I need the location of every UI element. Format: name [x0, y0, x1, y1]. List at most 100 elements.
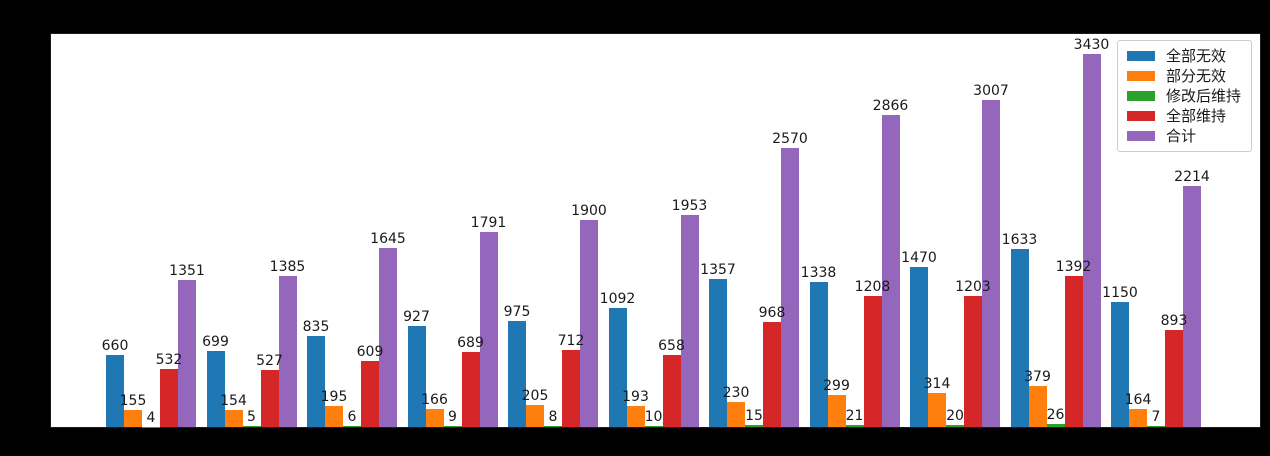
bar	[863, 295, 882, 427]
bar-group: 1150 164 7 893 2214	[1102, 34, 1210, 427]
bar-value-label: 230	[722, 385, 750, 401]
bar-value-label: 21	[845, 407, 864, 424]
bar-value-label: 1357	[700, 262, 736, 279]
bar	[379, 248, 397, 427]
bar	[307, 336, 325, 427]
bar	[1111, 301, 1129, 427]
bar-value-label: 1900	[571, 203, 607, 220]
bar	[461, 352, 480, 427]
bar-value-label: 5	[247, 409, 256, 426]
bar	[580, 220, 598, 427]
bar-group: 835 195 6 609 1645	[303, 34, 406, 427]
bar	[827, 394, 846, 427]
bar	[709, 279, 727, 427]
bar-value-label: 527	[256, 352, 283, 369]
bar-value-label: 379	[1024, 368, 1051, 385]
bar-value-label: 195	[320, 388, 348, 405]
legend-item: 全部维持	[1126, 106, 1241, 125]
bar-value-label: 927	[403, 309, 430, 326]
bar-value-label: 893	[1160, 312, 1188, 329]
bar-value-label: 689	[457, 335, 484, 352]
bar	[425, 408, 444, 427]
bar-value-label: 1953	[671, 197, 708, 214]
bar-value-label: 1150	[1102, 284, 1138, 301]
legend-label: 修改后维持	[1165, 86, 1241, 105]
legend-label: 合计	[1165, 126, 1196, 145]
bar	[124, 410, 142, 427]
bar-group: 1470 314 20 1203 3007	[901, 34, 1009, 427]
bar	[745, 425, 763, 427]
legend-swatch-icon	[1126, 131, 1155, 141]
legend: 全部无效部分无效 修改后维持 全部维持 合计	[1116, 40, 1252, 152]
bar-value-label: 1338	[800, 264, 837, 281]
bar-group: 1092 193 10 658 1953	[600, 34, 707, 427]
bar-value-label: 1791	[470, 215, 507, 232]
bar-value-label: 1351	[169, 263, 205, 280]
bar	[608, 308, 627, 427]
bar	[343, 426, 361, 427]
bar	[508, 320, 526, 427]
bar	[946, 424, 964, 427]
bar-value-label: 154	[220, 393, 247, 410]
bar	[443, 426, 462, 427]
bar-value-label: 164	[1124, 392, 1152, 409]
bar-value-label: 26	[1046, 407, 1065, 424]
bar-group: 699 154 5 527 1385	[202, 34, 305, 427]
bar	[680, 214, 699, 427]
bar	[224, 410, 243, 427]
bar-value-label: 1392	[1055, 258, 1092, 275]
bar	[1165, 329, 1183, 427]
legend-item: 全部无效	[1126, 48, 1241, 63]
legend-swatch-icon	[1126, 111, 1155, 121]
bar-value-label: 314	[923, 375, 951, 392]
bar	[544, 426, 562, 427]
bar	[1082, 54, 1101, 427]
bar-value-label: 3430	[1073, 37, 1110, 54]
bar-value-label: 835	[302, 319, 330, 336]
bar	[242, 426, 261, 427]
bar-value-label: 7	[1151, 409, 1161, 426]
bar	[982, 100, 1000, 427]
bar-value-label: 1203	[955, 279, 991, 296]
bar-value-label: 1208	[854, 278, 891, 295]
bar	[881, 115, 900, 427]
bar	[106, 355, 124, 427]
bar-value-label: 1645	[370, 231, 406, 248]
bar	[1046, 424, 1065, 427]
bar-value-label: 609	[356, 343, 384, 360]
bar	[928, 392, 946, 427]
bar	[325, 405, 343, 427]
bar-value-label: 2570	[772, 130, 808, 147]
bar	[1028, 385, 1047, 427]
legend-label: 全部维持	[1165, 106, 1226, 125]
bar	[1010, 249, 1029, 427]
bar-group: 1357 230 15 968 2570	[700, 34, 808, 427]
bar-value-label: 975	[503, 303, 531, 320]
bar	[809, 281, 828, 427]
bar	[562, 349, 580, 427]
bar-groups: 660 155 4 532 1351 699 154 5 527 1385 835 195 6 609 16…	[51, 34, 1260, 427]
bar	[178, 280, 196, 427]
bar-value-label: 699	[202, 334, 229, 350]
bar	[910, 267, 928, 427]
bar-value-label: 193	[622, 389, 649, 406]
legend-label: 部分无效	[1165, 66, 1226, 85]
bar	[644, 425, 663, 427]
bar	[361, 360, 379, 427]
bar	[662, 355, 681, 427]
bar-value-label: 532	[155, 352, 183, 369]
bar-group: 1338 299 21 1208 2866	[801, 34, 908, 427]
bar-value-label: 1470	[901, 250, 937, 267]
bar-group: 927 166 9 689 1791	[403, 34, 506, 427]
legend-item: 修改后维持	[1126, 86, 1241, 105]
bar-value-label: 1633	[1001, 232, 1038, 249]
bar	[526, 404, 544, 427]
bar-value-label: 2214	[1174, 169, 1210, 186]
bar-value-label: 1385	[269, 259, 306, 276]
plot-area: 660 155 4 532 1351 699 154 5 527 1385 835 195 6 609 16…	[50, 33, 1261, 428]
bar-value-label: 6	[347, 409, 357, 426]
bar-group: 660 155 4 532 1351	[102, 34, 205, 427]
bar	[206, 351, 225, 427]
bar	[479, 232, 498, 427]
bar-group: 1633 379 26 1392 3430	[1002, 34, 1109, 427]
